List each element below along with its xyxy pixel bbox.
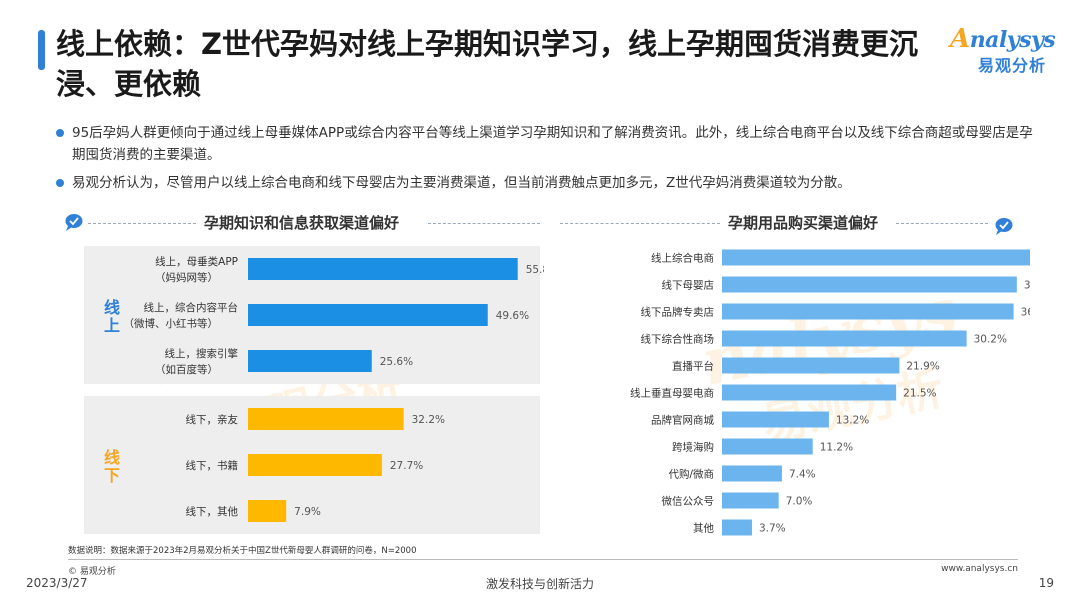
chat-bubble-icon <box>65 214 83 231</box>
bar <box>248 350 372 372</box>
chart-title-right: 孕期用品购买渠道偏好 <box>728 214 879 232</box>
category-label: 其他 <box>693 522 714 535</box>
category-label: 线下综合性商场 <box>641 333 715 346</box>
category-label-sub: （微博、小红书等） <box>124 317 219 330</box>
value-label: 21.9% <box>906 361 939 373</box>
chart-title-left: 孕期知识和信息获取渠道偏好 <box>204 214 400 232</box>
bar <box>248 258 518 280</box>
bullet-point: 易观分析认为，尽管用户以线上综合电商和线下母婴店为主要消费渠道，但当前消费触点更… <box>56 172 1036 194</box>
value-label: 55.8% <box>526 264 544 276</box>
category-label: 线上，综合内容平台 <box>144 301 239 314</box>
category-label: 线下，书籍 <box>186 459 239 472</box>
value-label: 13.2% <box>836 415 869 427</box>
report-date: 2023/3/27 <box>26 576 88 590</box>
logo-cn: 易观分析 <box>978 56 1047 75</box>
logo-en: nalysys <box>969 27 1056 53</box>
value-label: 7.4% <box>789 469 816 481</box>
bar <box>722 249 1030 266</box>
chart-right: 线上综合电商47.9%线下母婴店36.4%线下品牌专卖店36.0%线下综合性商场… <box>630 249 1030 536</box>
analysys-logo: Analysys 易观分析 <box>950 24 1070 80</box>
divider-line <box>428 223 540 224</box>
bar <box>722 465 782 482</box>
bar <box>722 438 813 455</box>
copyright: © 易观分析 <box>68 567 116 577</box>
divider-line <box>896 223 988 224</box>
category-label: 线上，搜索引擎 <box>165 347 239 360</box>
page-title: 线上依赖：Z世代孕妈对线上孕期知识学习，线上孕期囤货消费更沉浸、更依赖 <box>56 27 919 101</box>
chart-left: 线上线下线上，母垂类APP（妈妈网等）55.8%线上，综合内容平台（微博、小红书… <box>84 246 544 534</box>
category-label-sub: （如百度等） <box>155 363 218 376</box>
value-label: 7.0% <box>786 496 813 508</box>
bar <box>722 303 1014 320</box>
category-label: 线上，母垂类APP <box>155 255 238 268</box>
category-label: 线下，其他 <box>186 505 239 518</box>
value-label: 36.4% <box>1024 280 1030 292</box>
logo-en-prefix: A <box>950 24 970 54</box>
value-label: 36.0% <box>1021 307 1030 319</box>
value-label: 3.7% <box>759 523 786 535</box>
value-label: 7.9% <box>294 506 321 518</box>
category-label: 直播平台 <box>672 360 714 373</box>
category-label: 线下品牌专卖店 <box>641 306 715 319</box>
bar <box>722 411 829 428</box>
bullet-point: 95后孕妈人群更倾向于通过线上母垂媒体APP或综合内容平台等线上渠道学习孕期知识… <box>56 122 1036 166</box>
bar <box>248 304 488 326</box>
divider-line <box>88 223 196 224</box>
value-label: 30.2% <box>974 334 1007 346</box>
page-number: 19 <box>1038 576 1054 590</box>
bar <box>722 384 897 401</box>
bar <box>722 357 900 374</box>
category-label: 跨境海购 <box>672 441 714 454</box>
category-label: 线上综合电商 <box>651 252 714 265</box>
bar <box>722 492 779 509</box>
title-accent-bar <box>38 30 45 70</box>
category-label: 线下母婴店 <box>662 279 715 292</box>
bullet-list: 95后孕妈人群更倾向于通过线上母垂媒体APP或综合内容平台等线上渠道学习孕期知识… <box>56 122 1036 200</box>
divider-line <box>560 223 720 224</box>
bar <box>248 454 382 476</box>
group-label-line2: 上 <box>104 316 120 335</box>
group-label-line1: 线 <box>104 298 120 317</box>
chat-bubble-icon <box>995 218 1013 235</box>
group-label-line2: 下 <box>104 466 120 485</box>
value-label: 32.2% <box>412 414 445 426</box>
value-label: 49.6% <box>496 310 529 322</box>
group-label-line1: 线 <box>104 448 120 467</box>
bar <box>722 276 1017 293</box>
category-label: 线下，亲友 <box>186 413 239 426</box>
category-label: 品牌官网商城 <box>651 414 714 427</box>
slogan: 激发科技与创新活力 <box>485 577 594 591</box>
bar <box>248 500 287 522</box>
value-label: 21.5% <box>903 388 936 400</box>
value-label: 25.6% <box>380 356 413 368</box>
website-link[interactable]: www.analysys.cn <box>941 564 1018 574</box>
category-label: 线上垂直母婴电商 <box>630 387 714 400</box>
bar <box>722 519 752 536</box>
footer-divider <box>68 559 1018 560</box>
data-note: 数据说明：数据来源于2023年2月易观分析关于中国Z世代新母婴人群调研的问卷，N… <box>68 546 417 556</box>
bar <box>722 330 967 347</box>
category-label: 代购/微商 <box>668 468 714 481</box>
category-label-sub: （妈妈网等） <box>155 271 218 284</box>
category-label: 微信公众号 <box>662 495 715 508</box>
value-label: 27.7% <box>390 460 423 472</box>
value-label: 11.2% <box>820 442 853 454</box>
bar <box>248 408 404 430</box>
